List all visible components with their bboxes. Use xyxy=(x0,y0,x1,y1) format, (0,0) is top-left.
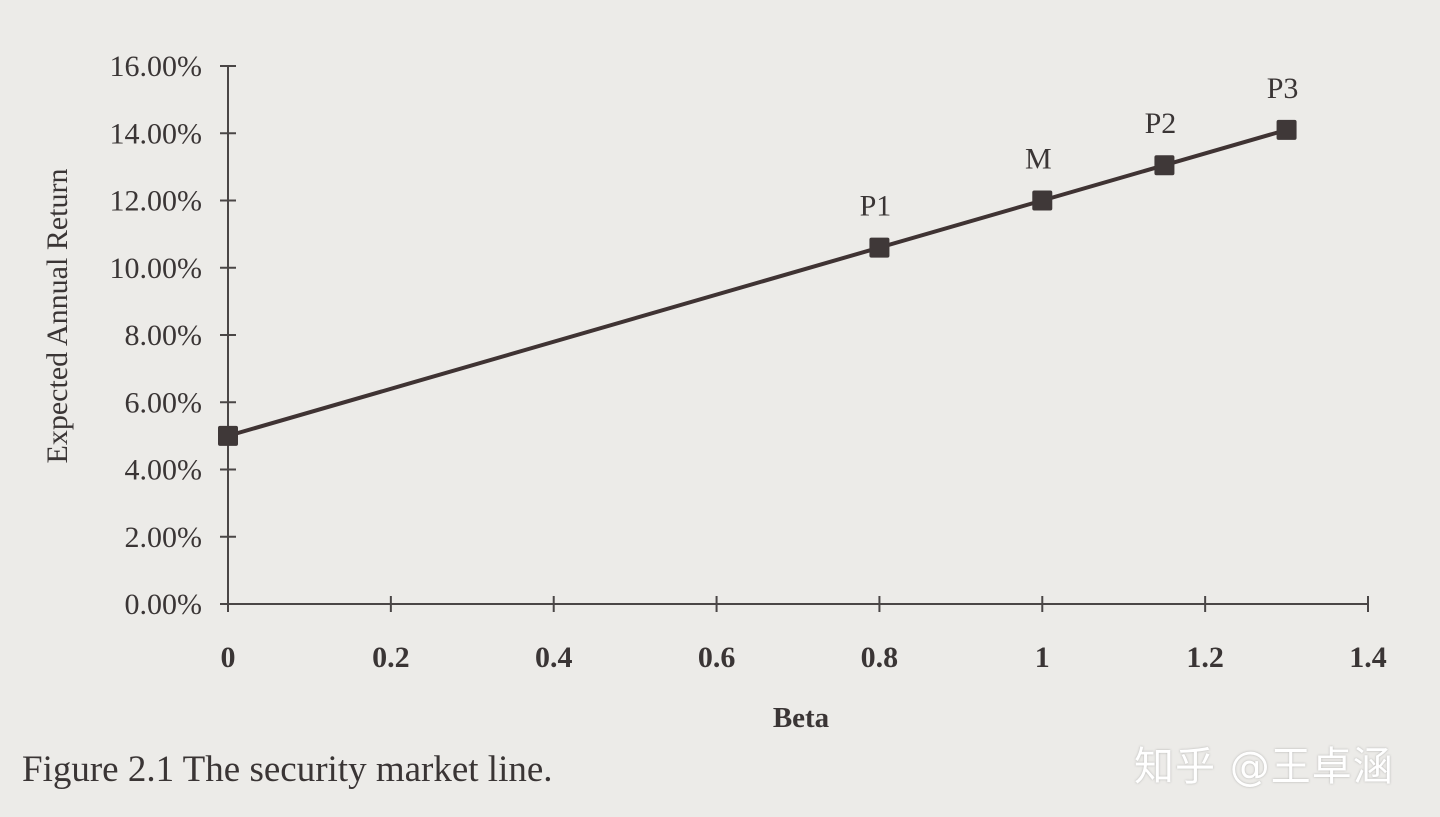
security-market-line xyxy=(227,127,1288,438)
data-point-label: P2 xyxy=(1145,107,1177,140)
chart-series: P1 M P2 P3 xyxy=(218,72,1298,446)
y-tick-label: 6.00% xyxy=(125,386,203,419)
data-point-marker xyxy=(1154,155,1175,176)
x-tick-label: 1.2 xyxy=(1186,641,1224,674)
security-market-line-chart: 0.00% 2.00% 4.00% 6.00% 8.00% 10.00% 12.00% 14.… xyxy=(41,50,1387,734)
data-point-label: P1 xyxy=(860,190,892,223)
data-point-marker xyxy=(1276,119,1297,140)
x-tick-label: 1.4 xyxy=(1349,641,1387,674)
x-tick-label: 0 xyxy=(221,641,236,674)
x-tick-label: 0.8 xyxy=(861,641,899,674)
x-tick-label: 0.4 xyxy=(535,641,573,674)
x-axis-title: Beta xyxy=(773,702,830,734)
axis-titles: Expected Annual Return Beta xyxy=(41,169,830,734)
chart-axes xyxy=(227,66,1368,605)
y-axis-ticks: 0.00% 2.00% 4.00% 6.00% 8.00% 10.00% 12.00% 14.… xyxy=(110,50,236,621)
figure-caption: Figure 2.1 The security market line. xyxy=(22,749,553,790)
y-tick-label: 0.00% xyxy=(125,588,203,621)
data-point-marker xyxy=(218,425,238,446)
x-tick-label: 0.2 xyxy=(372,641,410,674)
data-point-marker xyxy=(1032,190,1053,211)
y-tick-label: 8.00% xyxy=(125,319,203,352)
y-tick-label: 16.00% xyxy=(110,50,203,83)
x-tick-label: 1 xyxy=(1035,641,1050,674)
y-axis-title: Expected Annual Return xyxy=(41,169,74,464)
y-tick-label: 14.00% xyxy=(110,117,203,150)
watermark: 知乎 @王卓涵 xyxy=(1134,744,1394,790)
x-axis-ticks: 0 0.2 0.4 0.6 0.8 1 1.2 1.4 xyxy=(221,596,1387,674)
x-tick-label: 0.6 xyxy=(698,641,736,674)
y-tick-label: 10.00% xyxy=(110,252,203,285)
y-tick-label: 2.00% xyxy=(125,521,203,554)
data-point-marker xyxy=(869,237,890,258)
data-point-label: P3 xyxy=(1267,72,1299,105)
y-tick-label: 12.00% xyxy=(110,185,203,218)
y-tick-label: 4.00% xyxy=(125,454,203,487)
data-point-label: M xyxy=(1025,143,1052,176)
